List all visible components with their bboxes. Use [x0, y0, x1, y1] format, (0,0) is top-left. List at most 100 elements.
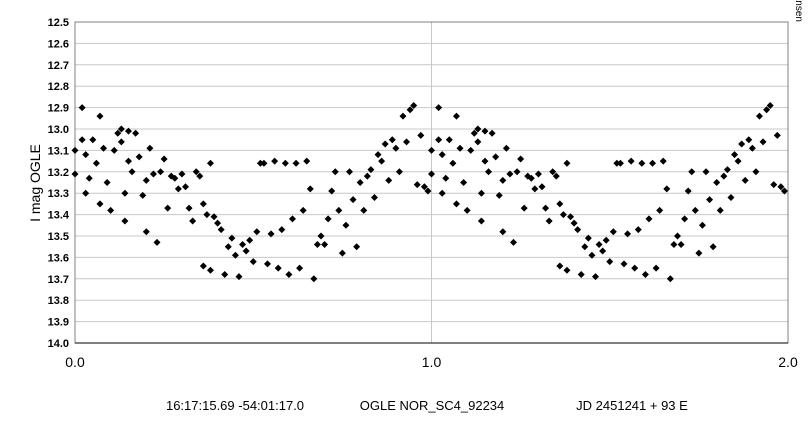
data-point — [96, 200, 104, 208]
data-point — [652, 264, 660, 272]
data-point — [538, 183, 546, 191]
data-point — [324, 215, 332, 223]
data-point — [460, 179, 468, 186]
data-point — [649, 159, 657, 167]
data-point — [759, 138, 767, 146]
data-point — [763, 106, 771, 114]
data-point — [624, 230, 632, 238]
data-point — [534, 170, 542, 178]
footer-text: OGLE NOR_SC4_92234 — [360, 398, 505, 413]
data-point — [445, 136, 453, 144]
data-point — [638, 159, 646, 167]
data-point — [164, 204, 172, 212]
data-point — [417, 131, 425, 139]
data-point — [731, 151, 739, 159]
data-point — [688, 168, 696, 176]
data-point — [89, 136, 97, 144]
data-point — [713, 179, 721, 186]
x-tick-label: 1.0 — [422, 354, 442, 370]
y-tick-label: 14.0 — [48, 338, 69, 350]
data-point — [185, 204, 193, 212]
y-tick-label: 13.4 — [48, 210, 70, 222]
data-point — [210, 213, 218, 221]
data-point — [189, 217, 197, 225]
data-point — [723, 166, 731, 174]
data-point — [766, 101, 774, 109]
data-point — [317, 232, 325, 240]
data-point — [681, 215, 689, 223]
data-point — [406, 106, 414, 114]
data-point — [452, 200, 460, 208]
data-point — [328, 187, 336, 195]
data-point — [567, 213, 575, 221]
data-point — [206, 159, 214, 167]
data-point — [178, 170, 186, 178]
data-point — [139, 191, 147, 199]
data-point — [403, 138, 411, 146]
data-point — [467, 146, 475, 154]
y-axis-label: I mag OGLE — [27, 144, 43, 222]
data-point — [613, 159, 621, 167]
data-point — [556, 262, 564, 270]
data-point — [673, 232, 681, 240]
data-point — [499, 176, 507, 184]
data-point — [741, 176, 749, 184]
data-point — [71, 146, 79, 154]
data-point — [752, 168, 760, 176]
data-point — [313, 241, 321, 249]
data-point — [556, 200, 564, 208]
data-point — [103, 179, 111, 186]
data-point — [435, 104, 443, 112]
data-point — [474, 125, 482, 133]
data-point — [235, 273, 243, 281]
data-point — [292, 159, 300, 167]
data-point — [117, 138, 125, 146]
data-point — [698, 221, 706, 229]
data-point — [110, 146, 118, 154]
data-point — [92, 159, 100, 167]
data-point — [381, 140, 389, 148]
data-point — [142, 228, 150, 236]
data-point — [570, 219, 578, 227]
data-point — [428, 170, 435, 178]
data-point — [563, 266, 571, 274]
data-point — [720, 172, 728, 180]
data-point — [442, 174, 450, 182]
data-point — [374, 151, 382, 159]
data-point — [645, 215, 653, 223]
data-point — [659, 157, 667, 165]
data-point — [627, 157, 635, 165]
data-point — [435, 136, 443, 144]
data-point — [413, 181, 421, 189]
data-point — [239, 241, 247, 249]
y-tick-label: 13.0 — [48, 124, 69, 136]
data-point — [485, 168, 493, 176]
data-point — [82, 151, 90, 159]
data-point — [149, 170, 157, 178]
data-point — [481, 157, 489, 165]
y-tick-label: 12.9 — [48, 103, 69, 115]
data-point — [495, 191, 503, 199]
data-point — [331, 168, 339, 176]
data-point — [545, 217, 553, 225]
data-point — [531, 185, 539, 193]
data-point — [121, 217, 129, 225]
data-point — [231, 251, 239, 259]
data-point — [584, 234, 592, 242]
data-point — [285, 271, 293, 279]
data-point — [160, 155, 168, 163]
data-point — [527, 174, 535, 182]
data-point — [78, 104, 86, 112]
data-point — [253, 228, 261, 236]
data-point — [278, 226, 286, 234]
data-point — [142, 176, 150, 184]
footer-text: JD 2451241 + 93 E — [576, 398, 688, 413]
data-point — [100, 144, 108, 152]
data-point — [370, 193, 378, 201]
data-point — [410, 101, 418, 109]
y-tick-label: 12.5 — [48, 17, 69, 29]
data-point — [128, 168, 136, 176]
data-point — [549, 168, 557, 176]
data-point — [242, 247, 250, 255]
data-point — [271, 157, 279, 165]
